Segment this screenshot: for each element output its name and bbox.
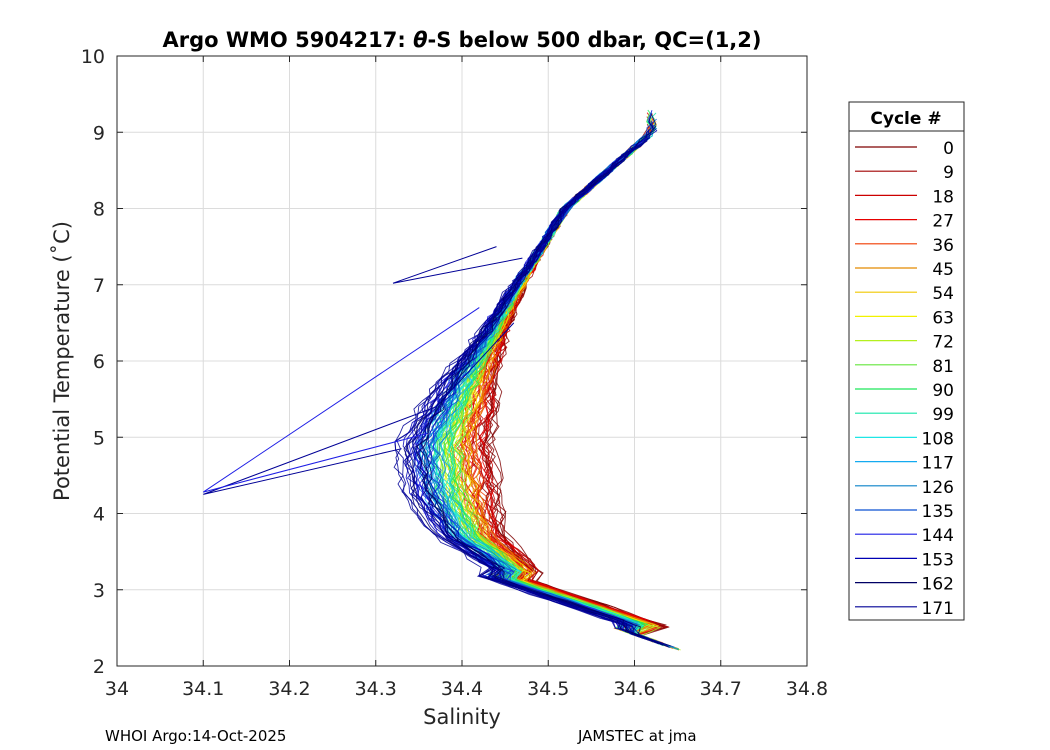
y-tick-label: 8 — [93, 199, 105, 221]
legend-label: 36 — [932, 236, 954, 256]
legend-label: 90 — [932, 381, 954, 401]
legend-title: Cycle # — [870, 109, 941, 129]
y-tick-label: 5 — [93, 427, 105, 449]
x-tick-label: 34.4 — [441, 678, 483, 700]
legend-label: 144 — [922, 526, 954, 546]
y-tick-label: 3 — [93, 580, 105, 602]
x-tick-label: 34.8 — [786, 678, 828, 700]
x-tick-label: 34.6 — [613, 678, 655, 700]
legend-label: 81 — [932, 357, 954, 377]
y-axis-label: Potential Temperature (˚C) — [50, 221, 74, 501]
y-tick-label: 4 — [93, 504, 105, 526]
y-tick-label: 9 — [93, 122, 105, 144]
footer-left: WHOI Argo:14-Oct-2025 — [105, 727, 286, 745]
y-tick-label: 2 — [93, 656, 105, 678]
y-tick-label: 7 — [93, 275, 105, 297]
legend-label: 153 — [922, 550, 954, 570]
legend-label: 27 — [932, 212, 954, 232]
outlier-profile-line-2 — [203, 307, 480, 493]
legend-label: 63 — [932, 308, 954, 328]
x-tick-label: 34.3 — [355, 678, 397, 700]
legend-label: 0 — [943, 139, 954, 159]
x-axis-label: Salinity — [423, 705, 501, 729]
y-tick-label: 6 — [93, 351, 105, 373]
legend-label: 72 — [932, 333, 954, 353]
legend-label: 54 — [932, 284, 954, 304]
profile-line — [404, 129, 657, 644]
x-tick-label: 34.7 — [700, 678, 742, 700]
x-tick-label: 34.1 — [182, 678, 224, 700]
chart-title: Argo WMO 5904217: θ-S below 500 dbar, QC… — [162, 28, 761, 52]
profile-line — [424, 121, 668, 647]
legend-label: 135 — [922, 502, 954, 522]
outlier-profile-line-3 — [392, 246, 523, 284]
legend-label: 117 — [922, 454, 954, 474]
outlier-profile-line — [203, 322, 515, 495]
legend-label: 9 — [943, 163, 954, 183]
legend-label: 108 — [922, 429, 954, 449]
x-tick-label: 34 — [105, 678, 129, 700]
x-tick-label: 34.5 — [527, 678, 569, 700]
legend-label: 126 — [922, 478, 954, 498]
legend-label: 18 — [932, 187, 954, 207]
legend-label: 45 — [932, 260, 954, 280]
legend-label: 162 — [922, 575, 954, 595]
legend-label: 99 — [932, 405, 954, 425]
legend-entries: 0 9 18 27 36 45 54 63 72 81 90 99 108 117 126 135 144 153… — [855, 139, 954, 619]
axis-ticks: 34 34.1 34.2 34.3 34.4 34.5 34.6 34.7 34.8234567… — [81, 46, 828, 700]
legend-label: 171 — [922, 599, 954, 619]
legend: Cycle # 0 9 18 27 36 45 54 63 72 81 90 99 108 117 126 1… — [848, 101, 965, 621]
footer-right: JAMSTEC at jma — [577, 727, 697, 745]
x-tick-label: 34.2 — [268, 678, 310, 700]
y-tick-label: 10 — [81, 46, 105, 68]
profiles — [203, 109, 681, 651]
